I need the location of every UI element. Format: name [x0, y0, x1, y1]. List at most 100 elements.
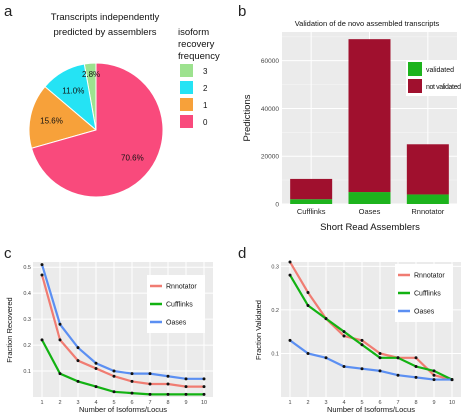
- pie-legend-label-1: 1: [203, 101, 208, 110]
- line-c-y-axis-label: Fraction Recovered: [5, 297, 14, 362]
- d-x-tick-label: 8: [414, 400, 417, 406]
- d-x-tick-label: 9: [432, 400, 435, 406]
- c-point-cufflinks: [40, 338, 44, 342]
- d-point-cufflinks: [288, 273, 292, 277]
- d-point-rnnotator: [378, 351, 382, 355]
- line-chart-fraction-recovered: 0.1 0.2 0.3 0.4 0.5 1 2 3 4 5 6 7 8 9 10 Rnnotator Cuf…: [5, 262, 213, 414]
- c-point-oases: [112, 369, 116, 373]
- c-point-oases: [58, 322, 62, 326]
- line-d-x-axis-label: Number of Isoforms/Locus: [327, 405, 415, 414]
- d-point-cufflinks: [396, 356, 400, 360]
- c-x-tick-label: 5: [112, 400, 115, 406]
- c-point-rnnotator: [202, 385, 206, 389]
- pie-legend-title-line-3: frequency: [178, 51, 220, 62]
- c-point-cufflinks: [76, 379, 80, 383]
- d-x-tick-label: 3: [324, 400, 327, 406]
- c-point-rnnotator: [184, 385, 188, 389]
- d-point-oases: [288, 338, 292, 342]
- panel-label-b: b: [238, 3, 246, 20]
- bar-y-tick-label: 0: [275, 202, 279, 209]
- bar-legend-swatch-validated: [408, 62, 422, 76]
- c-x-tick-label: 4: [94, 400, 97, 406]
- pie-legend-swatch-1: [180, 98, 193, 111]
- d-point-cufflinks: [342, 330, 346, 334]
- pie-legend-label-0: 0: [203, 118, 208, 127]
- pie-title-line-2: predicted by assemblers: [54, 27, 157, 38]
- bar-x-axis-label: Short Read Assemblers: [320, 222, 420, 233]
- line-d-y-axis-label: Fraction Validated: [254, 300, 263, 360]
- d-point-cufflinks: [306, 304, 310, 308]
- c-point-oases: [94, 361, 98, 365]
- bar-legend-label-validated: validated: [426, 67, 454, 74]
- bar-chart-title: Validation of de novo assembled transcri…: [295, 19, 440, 28]
- pie-legend-swatch-0: [180, 115, 193, 128]
- c-point-cufflinks: [94, 385, 98, 389]
- c-point-cufflinks: [130, 391, 134, 395]
- c-point-rnnotator: [40, 273, 44, 277]
- pie-legend-title-line-1: isoform: [178, 27, 209, 38]
- d-y-tick-label: 0.3: [271, 264, 279, 270]
- bar-y-tick-label: 40000: [261, 106, 279, 113]
- c-y-tick-label: 0.1: [23, 369, 31, 375]
- pie-legend-swatch-2: [180, 81, 193, 94]
- d-point-cufflinks: [324, 317, 328, 321]
- pie-slice-label-1: 15.6%: [40, 116, 63, 125]
- bar-cufflinks-not-validated: [290, 178, 333, 200]
- pie-slice-1: [28, 85, 98, 149]
- c-x-tick-label: 1: [40, 400, 43, 406]
- line-c-x-axis-label: Number of Isoforms/Locus: [79, 405, 167, 414]
- pie-slice-label-3: 2.8%: [82, 70, 100, 79]
- bar-legend-swatch-not-validated: [408, 79, 422, 93]
- bar-rnnotator-validated: [406, 194, 449, 204]
- c-point-cufflinks: [202, 392, 206, 396]
- pie-slice-label-2: 11.0%: [62, 86, 84, 95]
- c-point-rnnotator: [76, 359, 80, 363]
- c-series-line-rnnotator: [40, 274, 204, 388]
- d-point-oases: [432, 378, 436, 382]
- d-point-cufflinks: [432, 369, 436, 373]
- bar-y-axis-label: Predictions: [242, 94, 253, 141]
- d-point-cufflinks: [378, 356, 382, 360]
- line-chart-fraction-validated: 0.1 0.2 0.3 1 2 3 4 5 6 7 8 9 10 Rnnotator Cufflinks…: [254, 260, 461, 414]
- pie-legend-title-line-2: recovery: [178, 39, 215, 50]
- panel-label-a: a: [4, 3, 13, 20]
- c-point-oases: [130, 372, 134, 376]
- pie-chart: Transcripts independently predicted by a…: [28, 12, 220, 198]
- bar-legend: validated not validated: [406, 60, 461, 96]
- d-x-tick-label: 10: [449, 400, 455, 406]
- bar-oases-validated: [348, 192, 391, 204]
- c-point-rnnotator: [112, 374, 116, 378]
- bar-y-tick-label: 60000: [261, 58, 279, 65]
- c-point-rnnotator: [58, 338, 62, 342]
- d-series-line-rnnotator: [289, 261, 453, 381]
- c-x-tick-label: 7: [148, 400, 151, 406]
- c-point-oases: [76, 346, 80, 350]
- bar-x-tick-label: Oases: [359, 207, 381, 216]
- c-point-cufflinks: [58, 372, 62, 376]
- d-y-tick-label: 0.2: [271, 308, 279, 314]
- d-y-tick-label: 0.1: [271, 351, 279, 357]
- c-point-oases: [40, 263, 44, 267]
- c-x-tick-label: 9: [184, 400, 187, 406]
- bar-chart: Validation of de novo assembled transcri…: [242, 19, 461, 233]
- d-point-cufflinks: [360, 343, 364, 347]
- d-legend-label-rnnotator: Rnnotator: [414, 273, 445, 280]
- d-series-line-oases: [289, 339, 452, 381]
- c-x-tick-label: 8: [166, 400, 169, 406]
- bar-rnnotator-not-validated: [406, 144, 449, 195]
- c-point-cufflinks: [166, 392, 170, 396]
- c-point-rnnotator: [166, 382, 170, 386]
- d-x-tick-label: 7: [396, 400, 399, 406]
- d-point-rnnotator: [306, 290, 310, 294]
- c-series-line-cufflinks: [41, 339, 204, 396]
- pie-title-line-1: Transcripts independently: [51, 12, 160, 23]
- pie-legend-swatch-3: [180, 64, 193, 77]
- pie-legend-label-2: 2: [203, 84, 208, 93]
- pie-legend: isoform recovery frequency 3 2 1 0: [178, 27, 220, 128]
- panel-label-d: d: [238, 245, 246, 262]
- c-point-rnnotator: [94, 366, 98, 370]
- d-point-oases: [342, 365, 346, 369]
- d-x-tick-label: 6: [378, 400, 381, 406]
- line-c-legend: Rnnotator Cufflinks Oases: [147, 275, 205, 333]
- bar-x-tick-label: Cufflinks: [297, 207, 326, 216]
